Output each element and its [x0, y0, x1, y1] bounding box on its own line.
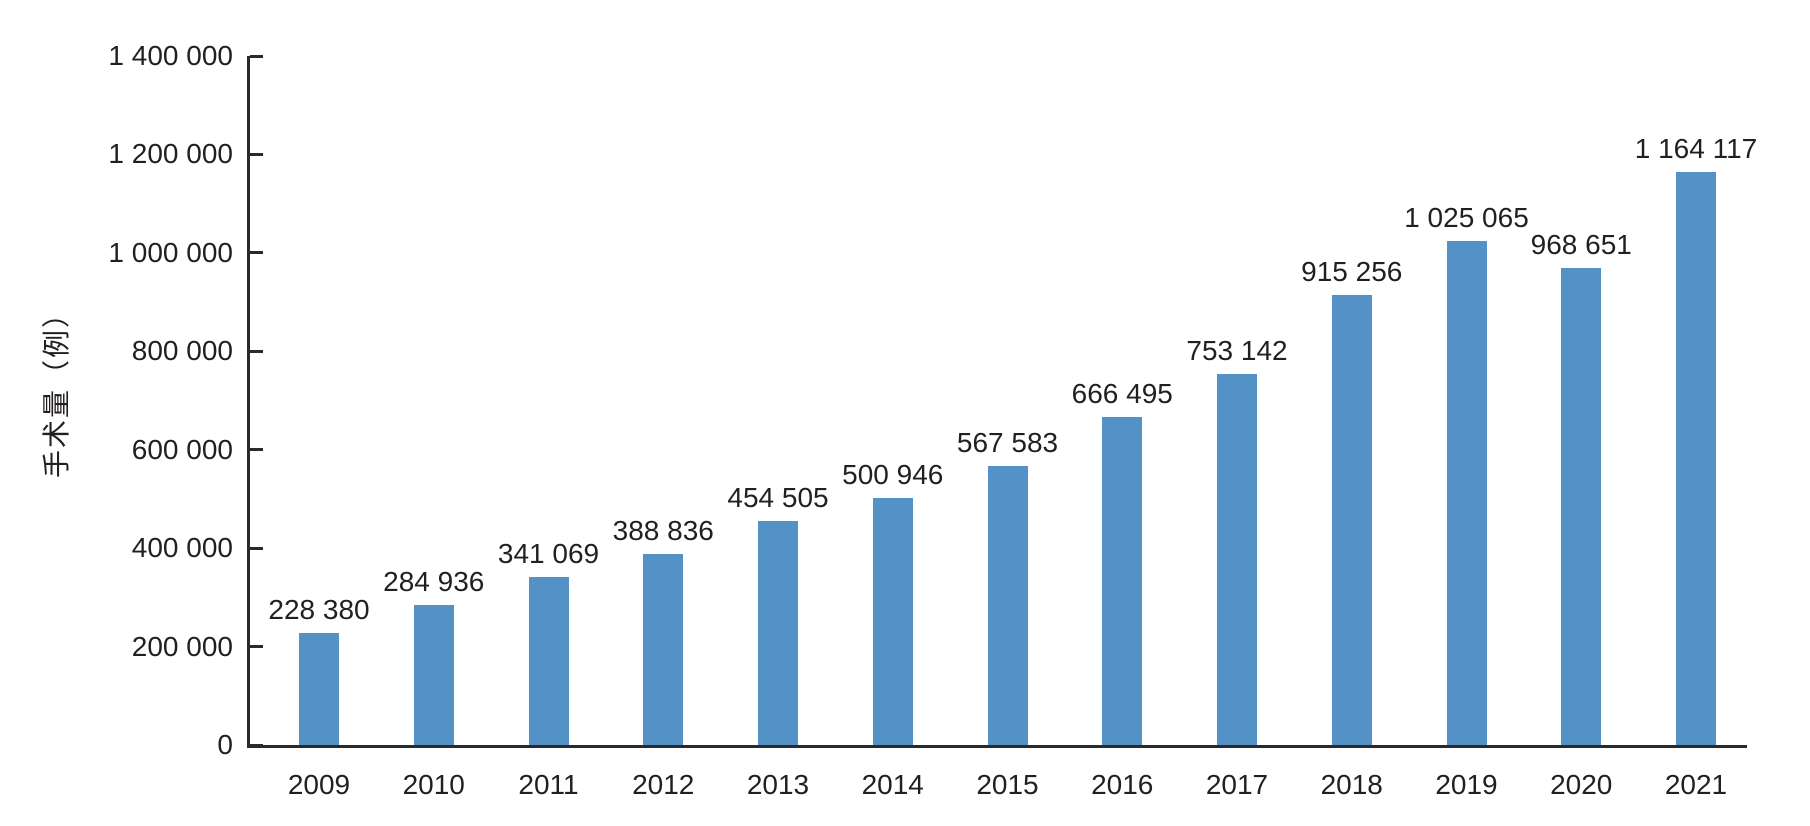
y-axis-tick-label: 1 000 000	[108, 236, 233, 268]
bar-value-label: 1 164 117	[1634, 133, 1758, 165]
bar-value-label: 915 256	[1301, 255, 1403, 287]
y-axis-tick	[250, 546, 263, 550]
y-axis-tick-label: 0	[217, 729, 233, 760]
bar-value-label: 567 583	[956, 426, 1059, 458]
y-axis-tick-label: 1 400 000	[108, 40, 233, 71]
y-axis-line	[247, 56, 250, 748]
bar-2012	[643, 553, 684, 745]
bar-2009	[299, 632, 339, 745]
y-axis-tick	[250, 54, 263, 58]
x-axis-tick-label: 2014	[861, 769, 924, 800]
x-axis-tick-label: 2021	[1664, 769, 1728, 800]
y-axis-tick	[250, 448, 263, 452]
y-axis-tick-label: 600 000	[131, 433, 233, 465]
bar-2013	[758, 521, 798, 745]
x-axis-tick-label: 2015	[976, 769, 1039, 800]
bar-2021	[1676, 172, 1716, 745]
x-axis-tick-label: 2019	[1435, 769, 1498, 800]
y-axis-tick-label: 200 000	[131, 630, 233, 662]
bar-2016	[1102, 416, 1143, 745]
y-axis-tick-label: 1 200 000	[108, 138, 233, 170]
bar-value-label: 388 836	[612, 514, 714, 546]
x-axis-tick-label: 2009	[287, 769, 351, 800]
x-axis-tick-label: 2011	[518, 769, 579, 800]
y-axis-tick	[250, 349, 263, 353]
x-axis-tick-label: 2010	[402, 769, 465, 800]
x-axis-tick-label: 2016	[1091, 769, 1154, 800]
x-axis-tick-label: 2017	[1205, 769, 1269, 800]
bar-2014	[872, 498, 913, 745]
bar-2011	[528, 577, 569, 745]
bar-value-label: 228 380	[268, 593, 370, 625]
y-axis-title: 手术量（例）	[41, 298, 72, 479]
y-axis-tick-label: 400 000	[131, 532, 233, 564]
bar-2015	[987, 465, 1028, 745]
bar-value-label: 666 495	[1071, 377, 1173, 409]
bar-value-label: 1 025 065	[1404, 201, 1529, 233]
bar-2019	[1446, 240, 1487, 745]
bar-2017	[1217, 374, 1257, 745]
bar-value-label: 341 069	[497, 538, 600, 570]
x-axis-line	[247, 745, 1747, 748]
y-axis-tick	[250, 645, 263, 649]
bar-2010	[413, 604, 454, 745]
bar-value-label: 284 936	[383, 565, 485, 597]
y-axis-tick	[250, 743, 263, 747]
bar-value-label: 968 651	[1530, 229, 1632, 261]
x-axis-tick-label: 2012	[632, 769, 695, 800]
x-axis-tick-label: 2020	[1550, 769, 1613, 800]
bar-value-label: 454 505	[727, 482, 829, 514]
y-axis-tick-label: 800 000	[131, 335, 233, 367]
bar-2018	[1331, 294, 1372, 745]
bar-value-label: 753 142	[1186, 335, 1288, 367]
y-axis-tick	[250, 152, 263, 156]
x-axis-tick-label: 2018	[1320, 769, 1383, 800]
x-axis-tick-label: 2013	[746, 769, 810, 800]
bar-value-label: 500 946	[842, 459, 944, 491]
bar-2020	[1561, 268, 1602, 745]
y-axis-tick	[250, 251, 263, 255]
